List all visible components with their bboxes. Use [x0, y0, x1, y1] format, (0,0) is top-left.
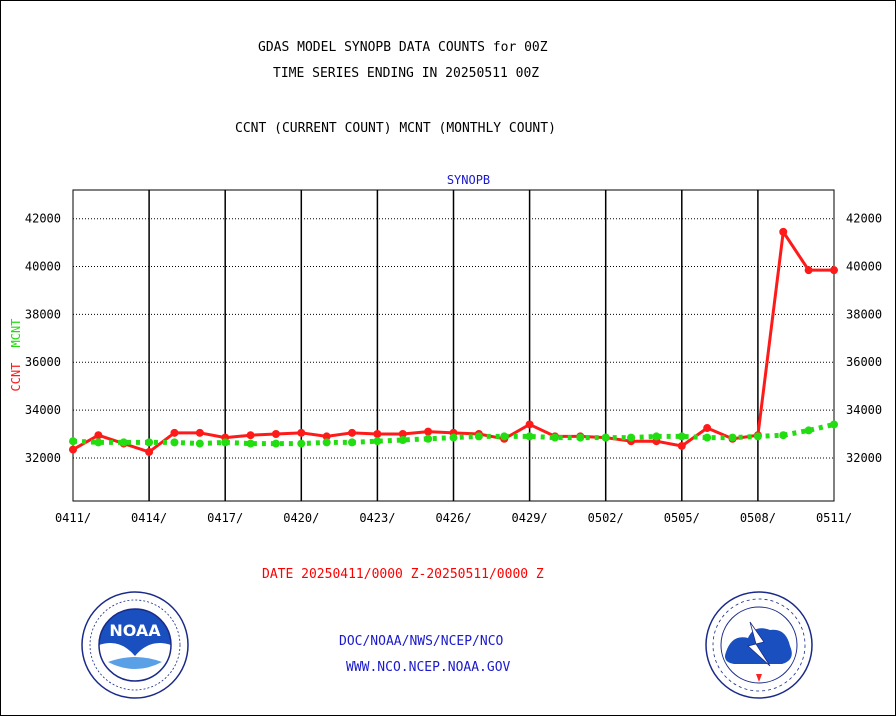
data-point-mcnt	[500, 432, 509, 441]
data-point-ccnt	[170, 428, 179, 437]
x-tick-label: 0423/	[359, 511, 395, 525]
page-title: GDAS MODEL SYNOPB DATA COUNTS for 00Z	[258, 40, 548, 55]
data-point-ccnt	[348, 428, 357, 437]
data-point-mcnt	[576, 433, 585, 442]
data-point-mcnt	[322, 438, 331, 447]
data-point-mcnt	[474, 432, 483, 441]
data-point-mcnt	[830, 420, 838, 429]
agency-path-link[interactable]: DOC/NOAA/NWS/NCEP/NCO	[339, 634, 504, 649]
data-point-ccnt	[525, 420, 534, 429]
data-point-ccnt	[830, 266, 838, 275]
data-point-mcnt	[348, 438, 357, 447]
date-range: DATE 20250411/0000 Z-20250511/0000 Z	[262, 567, 544, 582]
data-point-mcnt	[449, 433, 458, 442]
data-point-mcnt	[246, 439, 255, 448]
y-tick-labels-right: 32000 34000 36000 38000 40000 42000	[846, 212, 882, 465]
y-tick-label-left: 42000	[25, 212, 61, 226]
data-point-ccnt	[398, 430, 407, 439]
y-tick-label-left: 36000	[25, 355, 61, 369]
x-tick-label: 0429/	[512, 511, 548, 525]
data-point-mcnt	[677, 432, 686, 441]
y-tick-label-right: 38000	[846, 307, 882, 321]
y-tick-labels-left: 32000 34000 36000 38000 40000 42000	[25, 212, 61, 465]
y-tick-label-left: 38000	[25, 307, 61, 321]
y-tick-label-right: 40000	[846, 260, 882, 274]
noaa-logo-text: NOAA	[109, 621, 161, 640]
count-legend-text: CCNT (CURRENT COUNT) MCNT (MONTHLY COUNT…	[235, 121, 556, 136]
website-link[interactable]: WWW.NCO.NCEP.NOAA.GOV	[346, 660, 511, 675]
data-point-mcnt	[297, 439, 306, 448]
plot-area	[72, 189, 835, 502]
data-point-mcnt	[195, 439, 204, 448]
panel-title: SYNOPB	[447, 173, 490, 187]
data-point-mcnt	[753, 432, 762, 441]
data-point-mcnt	[525, 432, 534, 441]
data-point-mcnt	[652, 432, 661, 441]
data-series	[69, 227, 838, 456]
x-tick-label: 0414/	[131, 511, 167, 525]
chart-grid	[73, 190, 834, 501]
data-point-mcnt	[804, 426, 813, 435]
nws-logo	[705, 591, 813, 699]
data-point-ccnt	[703, 424, 712, 433]
x-tick-label: 0502/	[588, 511, 624, 525]
noaa-logo: NOAA	[81, 591, 189, 699]
data-point-mcnt	[373, 437, 382, 446]
page-subtitle: TIME SERIES ENDING IN 20250511 00Z	[273, 66, 540, 81]
y-tick-label-left: 34000	[25, 403, 61, 417]
data-point-ccnt	[297, 428, 306, 437]
y-tick-label-right: 34000	[846, 403, 882, 417]
x-tick-label: 0508/	[740, 511, 776, 525]
data-point-mcnt	[627, 433, 636, 442]
x-tick-label: 0426/	[435, 511, 471, 525]
data-point-ccnt	[322, 432, 331, 441]
data-point-ccnt	[246, 431, 255, 440]
x-tick-labels: 0411/0414/0417/0420/0423/0426/0429/0502/…	[55, 511, 852, 525]
data-point-ccnt	[271, 430, 280, 439]
data-point-mcnt	[550, 433, 559, 442]
y-tick-label-right: 32000	[846, 451, 882, 465]
data-point-ccnt	[424, 427, 433, 436]
y-axis-label: CCNT MCNT	[9, 319, 23, 392]
data-point-ccnt	[145, 447, 154, 456]
x-tick-label: 0505/	[664, 511, 700, 525]
y-tick-label-left: 32000	[25, 451, 61, 465]
x-tick-label: 0511/	[816, 511, 852, 525]
y-tick-label-right: 36000	[846, 355, 882, 369]
data-point-mcnt	[145, 438, 154, 447]
data-point-mcnt	[221, 438, 230, 447]
data-point-mcnt	[601, 433, 610, 442]
x-tick-label: 0411/	[55, 511, 91, 525]
data-point-mcnt	[728, 433, 737, 442]
data-point-ccnt	[804, 266, 813, 275]
data-point-ccnt	[69, 445, 77, 454]
data-point-mcnt	[69, 437, 77, 446]
data-point-mcnt	[779, 431, 788, 440]
data-point-ccnt	[779, 227, 788, 236]
y-tick-label-right: 42000	[846, 212, 882, 226]
data-point-mcnt	[271, 439, 280, 448]
data-point-ccnt	[94, 431, 103, 440]
y-axis-label-mcnt: MCNT	[9, 319, 23, 348]
x-tick-label: 0420/	[283, 511, 319, 525]
data-point-ccnt	[195, 428, 204, 437]
data-point-mcnt	[94, 438, 103, 447]
data-point-mcnt	[703, 433, 712, 442]
y-tick-label-left: 40000	[25, 260, 61, 274]
data-point-ccnt	[373, 430, 382, 439]
x-tick-label: 0417/	[207, 511, 243, 525]
data-point-mcnt	[119, 438, 128, 447]
data-point-mcnt	[170, 438, 179, 447]
y-axis-label-ccnt: CCNT	[9, 363, 23, 392]
data-point-mcnt	[398, 435, 407, 444]
data-point-mcnt	[424, 434, 433, 443]
data-point-ccnt	[677, 441, 686, 450]
